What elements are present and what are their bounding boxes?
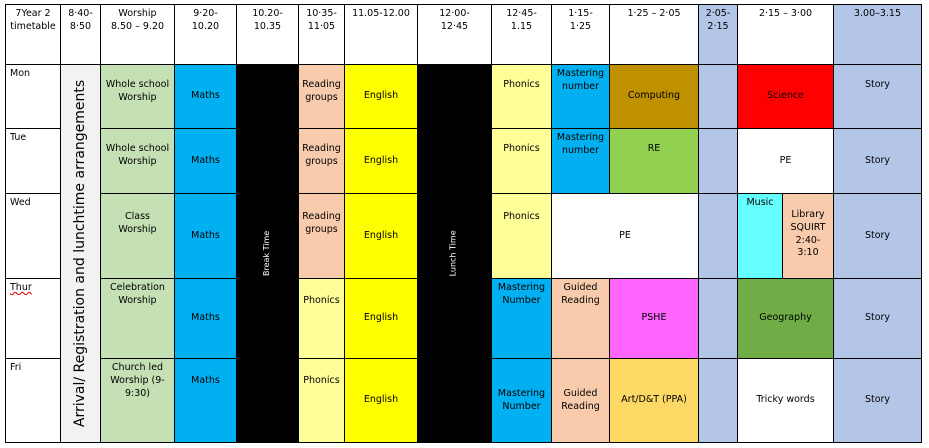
tue-worship: Whole school Worship [100, 128, 175, 194]
header-3-00: 3.00–3.15 [833, 4, 922, 65]
wed-maths: Maths [174, 193, 237, 279]
tue-reading-groups: Reading groups [298, 128, 345, 194]
header-12-45: 12·45- 1.15 [491, 4, 552, 65]
lunch-time-label: Lunch Time [449, 230, 459, 277]
timetable: 7Year 2 timetable 8·40- 8·50 Worship 8.5… [5, 4, 922, 443]
header-9-20: 9·20- 10.20 [174, 4, 237, 65]
tue-english: English [344, 128, 418, 194]
arrival-registration-label: Arrival/ Registration and lunchtime arra… [72, 79, 89, 428]
mon-short-slot [698, 64, 738, 129]
header-10-20: 10.20- 10.35 [236, 4, 299, 65]
header-title: 7Year 2 timetable [5, 4, 61, 65]
day-fri: Fri [5, 358, 61, 443]
tue-re: RE [609, 128, 699, 194]
day-mon: Mon [5, 64, 61, 129]
tue-short-slot [698, 128, 738, 194]
fri-phonics: Phonics [298, 358, 345, 443]
header-worship: Worship 8.50 – 9.20 [100, 4, 175, 65]
header-12-00: 12·00- 12·45 [417, 4, 492, 65]
thu-phonics: Phonics [298, 278, 345, 359]
header-8-40: 8·40- 8·50 [60, 4, 101, 65]
wed-library-squirt: Library SQUIRT 2:40- 3:10 [782, 193, 834, 279]
tue-mastering-number: Mastering number [551, 128, 610, 194]
header-1-15: 1·15- 1·25 [551, 4, 610, 65]
wed-phonics: Phonics [491, 193, 552, 279]
mon-science: Science [737, 64, 834, 129]
fri-story: Story [833, 358, 922, 443]
thu-short-slot [698, 278, 738, 359]
arrival-registration-cell: Arrival/ Registration and lunchtime arra… [60, 64, 101, 443]
mon-english: English [344, 64, 418, 129]
wed-story: Story [833, 193, 922, 279]
wed-short-slot [698, 193, 738, 279]
wed-pe: PE [551, 193, 699, 279]
header-10-35: 10·35- 11·05 [298, 4, 345, 65]
fri-tricky-words: Tricky words [737, 358, 834, 443]
header-1-25: 1·25 – 2·05 [609, 4, 699, 65]
thu-geography: Geography [737, 278, 834, 359]
tue-maths: Maths [174, 128, 237, 194]
break-time-label: Break Time [262, 230, 272, 277]
wed-reading-groups: Reading groups [298, 193, 345, 279]
header-2-15: 2·15 – 3·00 [737, 4, 834, 65]
fri-guided-reading: Guided Reading [551, 358, 610, 443]
header-11-05: 11.05-12.00 [344, 4, 418, 65]
tue-story: Story [833, 128, 922, 194]
mon-reading-groups: Reading groups [298, 64, 345, 129]
thu-maths: Maths [174, 278, 237, 359]
thu-worship: Celebration Worship [100, 278, 175, 359]
fri-worship: Church led Worship (9- 9:30) [100, 358, 175, 443]
break-time-cell: Break Time [236, 64, 299, 443]
fri-english: English [344, 358, 418, 443]
mon-mastering-number: Mastering number [551, 64, 610, 129]
header-2-05: 2·05- 2·15 [698, 4, 738, 65]
thu-story: Story [833, 278, 922, 359]
thu-guided-reading: Guided Reading [551, 278, 610, 359]
mon-worship: Whole school Worship [100, 64, 175, 129]
wed-english: English [344, 193, 418, 279]
thu-english: English [344, 278, 418, 359]
mon-story: Story [833, 64, 922, 129]
thu-mastering-number: Mastering Number [491, 278, 552, 359]
mon-maths: Maths [174, 64, 237, 129]
day-tue: Tue [5, 128, 61, 194]
tue-pe: PE [737, 128, 834, 194]
thu-pshe: PSHE [609, 278, 699, 359]
mon-computing: Computing [609, 64, 699, 129]
fri-mastering-number: Mastering Number [491, 358, 552, 443]
wed-music: Music [737, 193, 783, 279]
fri-maths: Maths [174, 358, 237, 443]
day-thur: Thur [5, 278, 61, 359]
fri-art-dt: Art/D&T (PPA) [609, 358, 699, 443]
tue-phonics: Phonics [491, 128, 552, 194]
fri-short-slot [698, 358, 738, 443]
lunch-time-cell: Lunch Time [417, 64, 492, 443]
day-thur-label: Thur [10, 282, 32, 293]
wed-worship: Class Worship [100, 193, 175, 279]
day-wed: Wed [5, 193, 61, 279]
mon-phonics: Phonics [491, 64, 552, 129]
